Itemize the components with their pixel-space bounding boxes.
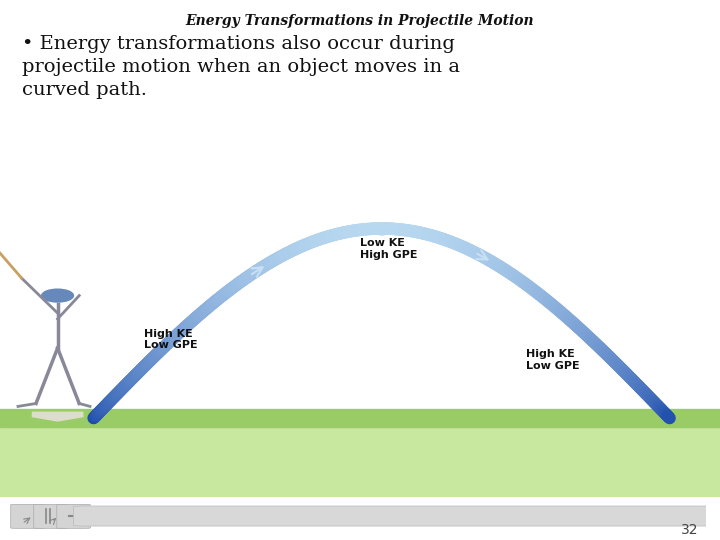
Text: High KE
Low GPE: High KE Low GPE [144,328,197,350]
FancyBboxPatch shape [34,504,67,528]
FancyBboxPatch shape [73,506,713,526]
Bar [0,409,720,427]
FancyBboxPatch shape [11,504,44,528]
Text: 32: 32 [681,523,698,537]
Text: • Energy transformations also occur during
projectile motion when an object move: • Energy transformations also occur duri… [22,35,459,99]
FancyBboxPatch shape [57,504,90,528]
Bar [0,415,720,497]
Text: High KE
Low GPE: High KE Low GPE [526,349,579,370]
Text: Energy Transformations in Projectile Motion: Energy Transformations in Projectile Mot… [186,14,534,28]
Polygon shape [32,412,83,421]
Text: Low KE
High GPE: Low KE High GPE [360,238,418,260]
Circle shape [42,289,73,302]
